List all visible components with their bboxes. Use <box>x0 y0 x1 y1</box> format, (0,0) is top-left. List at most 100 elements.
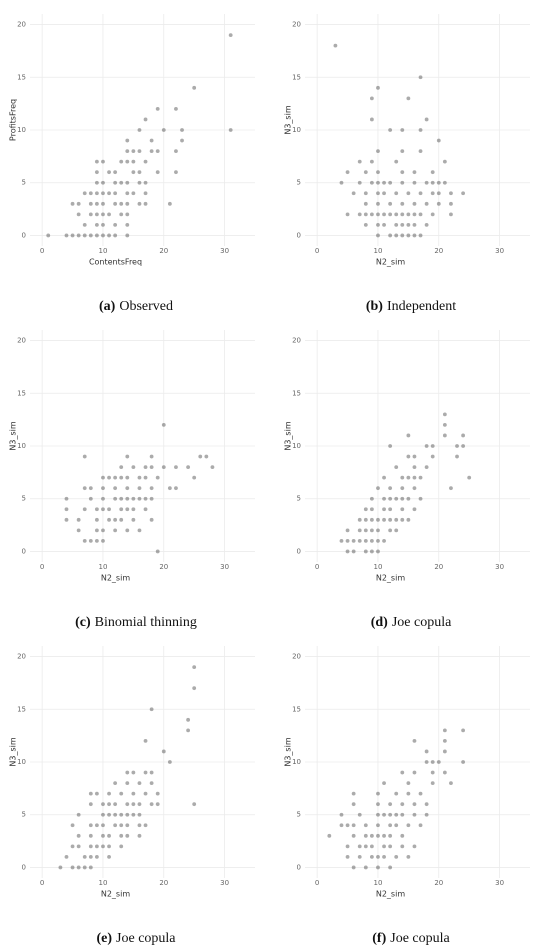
point <box>430 454 435 459</box>
point <box>418 496 423 501</box>
point <box>137 170 142 175</box>
point <box>436 180 441 185</box>
point <box>369 539 374 543</box>
point <box>388 517 393 522</box>
point <box>357 855 362 859</box>
point <box>101 233 105 238</box>
point <box>125 507 130 512</box>
point <box>345 855 350 859</box>
point <box>143 201 148 206</box>
y-tick-label: 20 <box>292 337 301 345</box>
y-tick-label: 0 <box>22 863 26 871</box>
point <box>161 749 166 754</box>
point <box>101 802 105 807</box>
point <box>394 812 399 817</box>
point <box>88 855 93 859</box>
point <box>149 149 154 153</box>
point <box>88 791 93 796</box>
point <box>388 812 393 817</box>
x-tick-label: 30 <box>220 563 229 571</box>
point <box>339 812 344 817</box>
point <box>376 223 380 227</box>
point <box>442 180 447 185</box>
point <box>442 433 447 438</box>
point <box>88 486 93 491</box>
point <box>107 507 111 512</box>
point <box>131 496 136 501</box>
point <box>442 423 447 427</box>
point <box>149 770 154 775</box>
point <box>382 475 386 480</box>
caption: (d) Joe copula <box>371 615 452 630</box>
point <box>376 823 380 828</box>
point <box>388 486 393 491</box>
point <box>369 528 374 533</box>
x-axis-title: N2_sim <box>376 258 405 267</box>
point <box>125 528 130 533</box>
x-tick-label: 10 <box>374 247 383 255</box>
point <box>345 539 350 543</box>
point <box>369 844 374 849</box>
point <box>94 844 99 849</box>
point <box>351 802 356 807</box>
point <box>137 180 142 185</box>
y-tick-label: 0 <box>297 231 301 239</box>
point <box>382 180 386 185</box>
point <box>143 739 148 743</box>
point <box>155 149 160 153</box>
point <box>461 728 466 733</box>
point <box>400 812 405 817</box>
point <box>94 233 99 238</box>
point <box>119 159 124 164</box>
point <box>143 496 148 501</box>
x-tick-label: 30 <box>495 563 504 571</box>
point <box>94 201 99 206</box>
point <box>119 465 124 469</box>
point <box>101 486 105 491</box>
point <box>113 802 118 807</box>
point <box>149 138 154 143</box>
point <box>376 201 380 206</box>
point <box>369 833 374 838</box>
point <box>376 517 380 522</box>
caption-text: Independent <box>387 299 456 314</box>
point <box>113 486 118 491</box>
point <box>131 191 136 196</box>
point <box>400 770 405 775</box>
point <box>442 412 447 417</box>
y-axis-title: ProfitsFreq <box>9 99 18 141</box>
point <box>82 454 87 459</box>
point <box>101 539 105 543</box>
point <box>382 844 386 849</box>
point <box>137 823 142 828</box>
point <box>143 159 148 164</box>
y-tick-label: 0 <box>297 863 301 871</box>
point <box>412 201 417 206</box>
point <box>107 212 111 217</box>
point <box>418 791 423 796</box>
point <box>137 149 142 153</box>
y-tick-label: 0 <box>297 547 301 555</box>
point <box>76 833 81 838</box>
point <box>412 465 417 469</box>
point <box>210 465 215 469</box>
point <box>461 444 466 448</box>
point <box>137 833 142 838</box>
point <box>167 486 172 491</box>
point <box>418 149 423 153</box>
caption-text: Joe copula <box>392 615 452 630</box>
point <box>125 159 130 164</box>
y-tick-label: 20 <box>292 21 301 29</box>
point <box>400 223 405 227</box>
point <box>351 833 356 838</box>
point <box>125 781 130 785</box>
point <box>131 170 136 175</box>
x-tick-label: 10 <box>99 247 108 255</box>
point <box>125 138 130 143</box>
point <box>467 475 472 480</box>
point <box>101 844 105 849</box>
point <box>155 107 160 111</box>
point <box>107 855 111 859</box>
point <box>388 528 393 533</box>
